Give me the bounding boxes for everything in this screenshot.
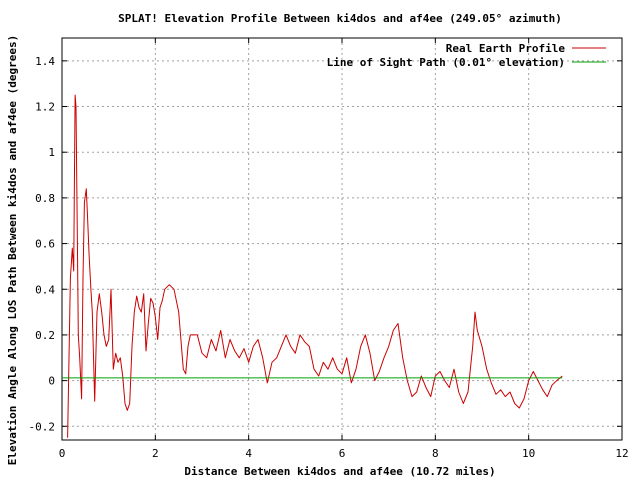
y-tick-label: 1 <box>48 146 55 159</box>
axis-ticks <box>61 38 623 440</box>
legend-label-line-of-sight-path: Line of Sight Path (0.01° elevation) <box>327 56 565 69</box>
x-tick-labels: 0 2 4 6 8 10 12 <box>59 447 629 460</box>
y-tick-labels: -0.2 0 0.2 0.4 0.6 0.8 1 1.2 1.4 <box>29 55 56 433</box>
series-lines <box>62 94 563 438</box>
x-tick-label: 2 <box>152 447 159 460</box>
y-tick-label: 0.2 <box>35 329 55 342</box>
x-tick-label: 4 <box>245 447 252 460</box>
y-tick-label: 1.4 <box>35 55 55 68</box>
x-tick-label: 10 <box>522 447 535 460</box>
chart-title: SPLAT! Elevation Profile Between ki4dos … <box>118 12 562 25</box>
series-real-earth-profile <box>67 94 563 438</box>
x-tick-label: 8 <box>432 447 439 460</box>
y-tick-label: 0.8 <box>35 192 55 205</box>
y-tick-label: 0.4 <box>35 283 55 296</box>
y-axis-title: Elevation Angle Along LOS Path Between k… <box>6 35 19 465</box>
x-axis-title: Distance Between ki4dos and af4ee (10.72… <box>184 465 495 478</box>
y-tick-label: 0 <box>48 375 55 388</box>
x-tick-label: 0 <box>59 447 66 460</box>
legend-label-real-earth-profile: Real Earth Profile <box>446 42 566 55</box>
x-tick-label: 12 <box>615 447 628 460</box>
x-tick-label: 6 <box>339 447 346 460</box>
y-tick-label: 1.2 <box>35 101 55 114</box>
legend: Real Earth Profile Line of Sight Path (0… <box>327 42 606 69</box>
y-tick-label: -0.2 <box>29 420 56 433</box>
y-tick-label: 0.6 <box>35 238 55 251</box>
